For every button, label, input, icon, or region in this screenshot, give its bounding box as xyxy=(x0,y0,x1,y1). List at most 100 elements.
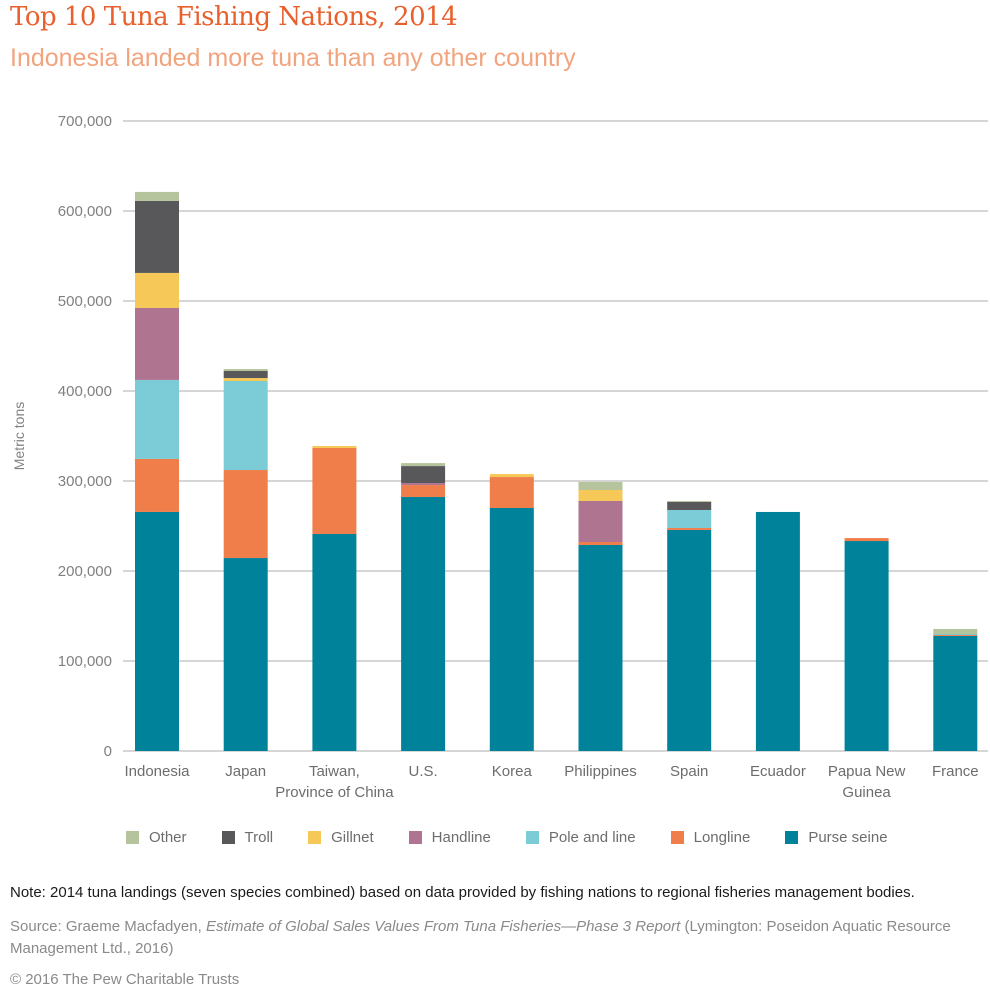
x-tick-label: France xyxy=(932,763,979,780)
y-tick-label: 400,000 xyxy=(58,383,112,400)
legend-item: Pole and line xyxy=(525,829,636,846)
source-citation: Source: Graeme Macfadyen, Estimate of Gl… xyxy=(10,916,970,960)
bar-segment-handline xyxy=(401,483,446,486)
bar-segment-longline xyxy=(578,542,623,545)
source-title: Estimate of Global Sales Values From Tun… xyxy=(205,918,681,935)
bar-segment-longline xyxy=(667,527,712,530)
x-tick-label: Taiwan, xyxy=(309,763,360,780)
bar-segment-gillnet xyxy=(223,378,268,382)
bar-segment-purse-seine xyxy=(223,558,268,751)
bar-stack xyxy=(135,191,179,751)
bar-segment-handline xyxy=(578,500,623,543)
x-tick-label: Philippines xyxy=(564,763,637,780)
legend-swatch xyxy=(785,831,799,844)
bar-segment-longline xyxy=(933,634,978,636)
y-tick-label: 600,000 xyxy=(58,203,112,220)
legend-label: Purse seine xyxy=(808,829,888,846)
legend-label: Handline xyxy=(431,829,491,846)
bar-segment-purse-seine xyxy=(401,497,446,751)
bar-segment-other xyxy=(578,481,623,490)
legend-item: Purse seine xyxy=(785,829,888,846)
legend: Other Troll Gillnet Handline Pole and line Lo… xyxy=(126,829,923,846)
bar-segment-longline xyxy=(223,470,268,559)
bar-stack xyxy=(667,500,712,751)
bar-stack xyxy=(223,369,268,751)
y-tick-label: 0 xyxy=(104,743,112,760)
bar-segment-troll xyxy=(401,466,446,484)
y-tick-label: 500,000 xyxy=(58,293,112,310)
stacked-bar-chart: 0 100,000 200,000 300,000 400,000 500,000 600,… xyxy=(11,113,988,801)
bar-segment-gillnet xyxy=(489,474,534,478)
legend-swatch xyxy=(408,831,422,844)
bar-segment-purse-seine xyxy=(933,635,978,751)
bar-segment-longline xyxy=(312,447,357,535)
bar-segment-gillnet xyxy=(135,272,179,308)
bar-segment-pole-and-line xyxy=(135,379,179,459)
legend-label: Troll xyxy=(244,829,274,846)
legend-swatch xyxy=(126,831,139,844)
footnote: Note: 2014 tuna landings (seven species … xyxy=(10,884,915,901)
bar-segment-purse-seine xyxy=(135,511,179,751)
bar-segment-longline xyxy=(844,538,889,542)
bars xyxy=(135,191,978,751)
x-tick-label: Guinea xyxy=(842,784,891,801)
x-tick-label: Spain xyxy=(670,763,708,780)
bar-segment-purse-seine xyxy=(667,529,712,751)
bar-segment-gillnet xyxy=(578,490,623,501)
bar-segment-troll xyxy=(667,501,712,510)
bar-stack xyxy=(933,628,978,751)
legend-item: Gillnet xyxy=(308,829,374,846)
bar-segment-pole-and-line xyxy=(933,634,978,635)
legend-swatch xyxy=(308,831,322,844)
bar-stack xyxy=(755,511,800,751)
bar-segment-gillnet xyxy=(312,445,357,448)
x-axis-labels: Indonesia Japan Taiwan, Province of China U.… xyxy=(124,763,978,801)
legend-label: Other xyxy=(149,829,187,846)
bar-segment-purse-seine xyxy=(844,541,889,751)
bar-segment-longline xyxy=(489,477,534,508)
y-tick-label: 700,000 xyxy=(58,113,112,130)
bar-segment-troll xyxy=(135,200,179,273)
bar-segment-longline xyxy=(135,458,179,512)
legend-swatch xyxy=(221,831,235,844)
legend-label: Longline xyxy=(693,829,751,846)
y-tick-label: 100,000 xyxy=(58,653,112,670)
bar-segment-handline xyxy=(135,307,179,380)
bar-stack xyxy=(844,538,889,751)
legend-item: Handline xyxy=(408,829,491,846)
bar-segment-pole-and-line xyxy=(667,509,712,528)
bar-stack xyxy=(489,474,534,751)
bar-segment-other xyxy=(135,191,179,201)
x-tick-label: Papua New xyxy=(828,763,906,780)
source-suffix: (Lymington: Poseidon Aquatic Resource Ma… xyxy=(10,918,951,957)
y-tick-label: 300,000 xyxy=(58,473,112,490)
legend-swatch xyxy=(670,831,684,844)
legend-item: Longline xyxy=(670,829,751,846)
bar-segment-pole-and-line xyxy=(223,381,268,471)
x-tick-label: Indonesia xyxy=(124,763,190,780)
x-tick-label: Japan xyxy=(225,763,266,780)
y-axis-ticks: 0 100,000 200,000 300,000 400,000 500,000 600,… xyxy=(58,113,112,760)
bar-segment-other xyxy=(933,628,978,634)
bar-stack xyxy=(401,463,446,751)
legend-label: Gillnet xyxy=(331,829,374,846)
y-axis-label: Metric tons xyxy=(11,402,27,470)
x-tick-label: Korea xyxy=(492,763,533,780)
x-tick-label: Ecuador xyxy=(750,763,806,780)
bar-stack xyxy=(578,481,623,751)
bar-segment-purse-seine xyxy=(489,508,534,751)
legend-label: Pole and line xyxy=(548,829,636,846)
x-tick-label: U.S. xyxy=(409,763,438,780)
y-tick-label: 200,000 xyxy=(58,563,112,580)
bar-stack xyxy=(312,445,357,751)
bar-segment-purse-seine xyxy=(312,534,357,751)
copyright: © 2016 The Pew Charitable Trusts xyxy=(10,971,240,988)
legend-item: Other xyxy=(126,829,187,846)
bar-segment-other xyxy=(223,369,268,372)
bar-segment-troll xyxy=(223,371,268,379)
bar-segment-longline xyxy=(401,485,446,498)
legend-swatch xyxy=(525,831,539,844)
bar-segment-purse-seine xyxy=(578,544,623,751)
bar-segment-other xyxy=(401,463,446,467)
x-tick-label: Province of China xyxy=(275,784,394,801)
